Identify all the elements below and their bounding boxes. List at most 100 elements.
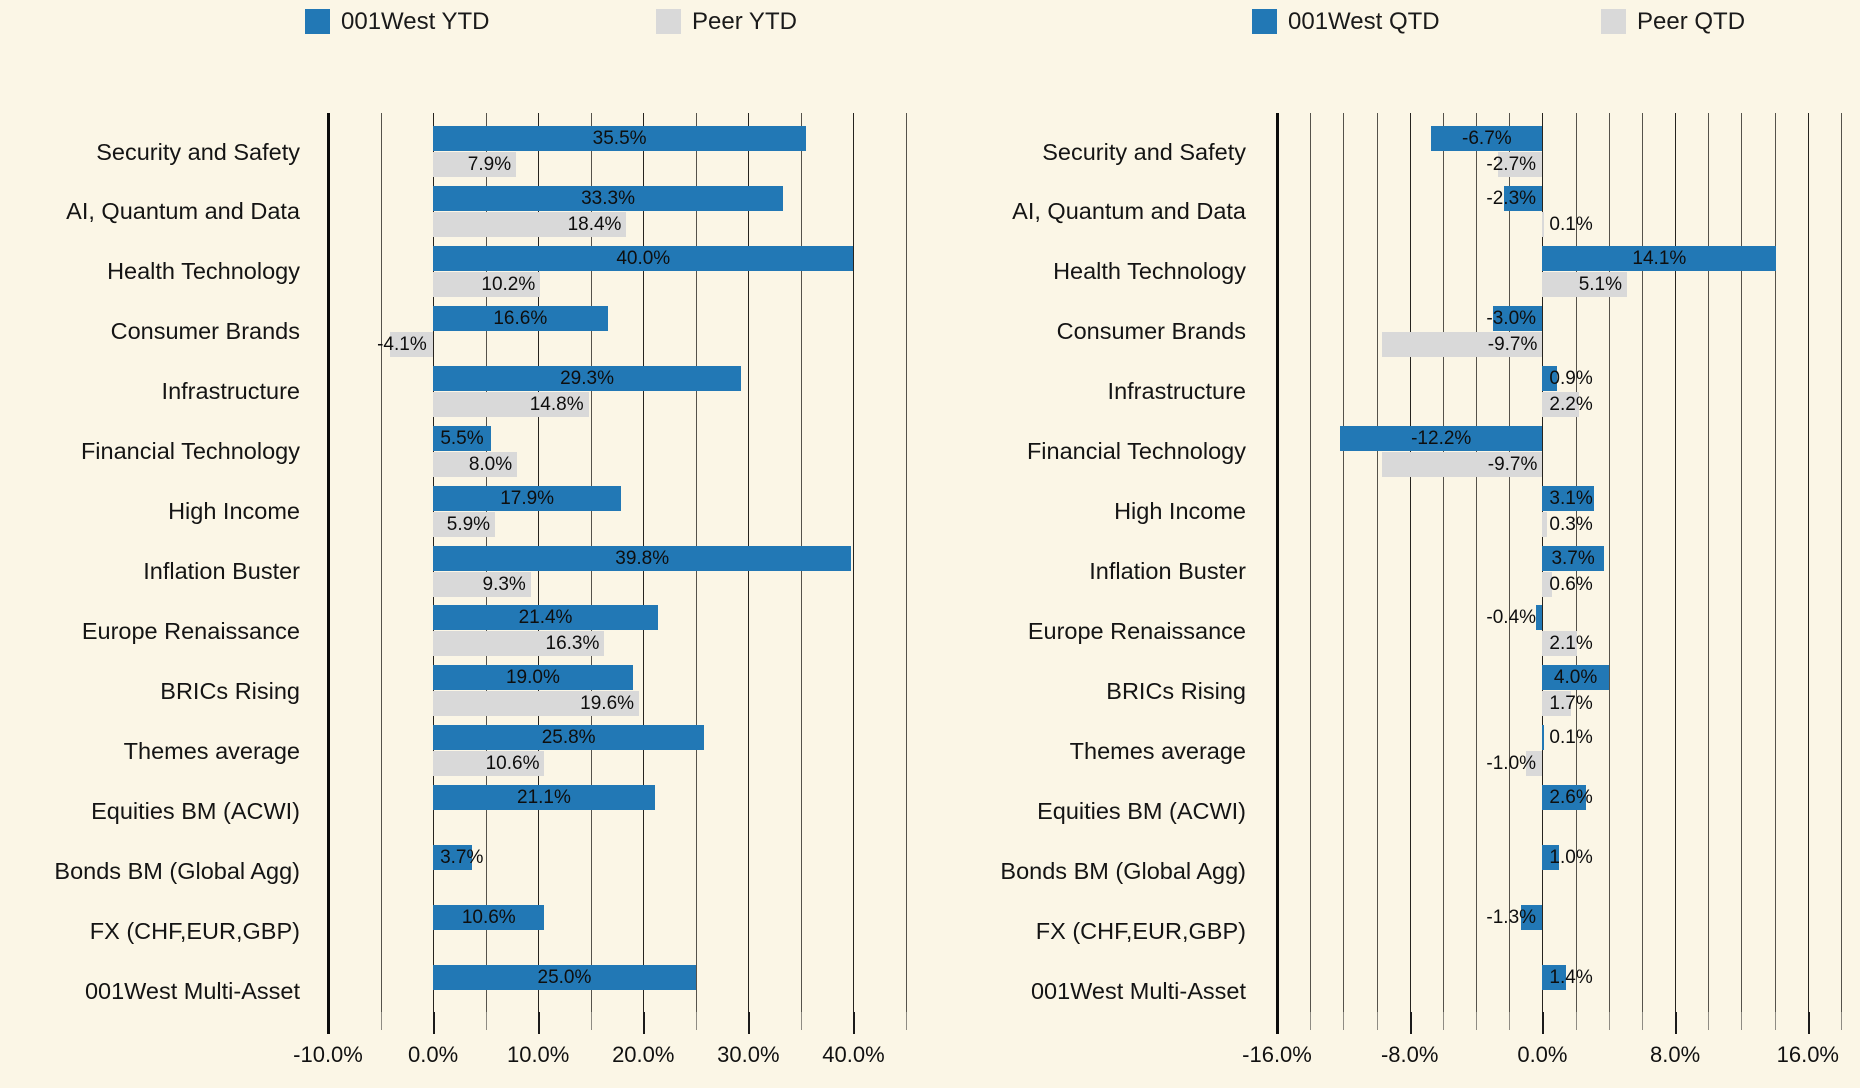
bar-primary	[1542, 665, 1609, 691]
gridline	[1409, 113, 1411, 1012]
gridline	[1376, 113, 1378, 1012]
bar-primary	[433, 185, 784, 211]
axis-tick-minor	[1774, 1012, 1776, 1030]
axis-tick-minor	[485, 1012, 487, 1030]
legend-swatch-001west-qtd	[1252, 9, 1277, 34]
bar-value-label: 40.0%	[616, 247, 671, 269]
bar-value-label: 2.1%	[1549, 633, 1593, 655]
gridline	[1442, 113, 1444, 1012]
legend-label-001west-ytd: 001West YTD	[341, 8, 490, 35]
axis-tick-label: 0.0%	[1517, 1042, 1568, 1067]
bar-peer	[1542, 691, 1571, 717]
bar-primary	[1492, 305, 1543, 331]
axis-tick-minor	[380, 1012, 382, 1030]
bar-primary	[433, 965, 696, 991]
axis-tick-minor	[1708, 1012, 1710, 1030]
bar-peer	[433, 211, 627, 237]
bar-peer	[433, 571, 531, 597]
category-label: 001West Multi-Asset	[1030, 977, 1246, 1004]
legend-label-peer-qtd: Peer QTD	[1637, 8, 1746, 35]
bar-value-label: 39.8%	[615, 547, 670, 569]
axis-tick-major	[1409, 1012, 1412, 1034]
category-label: Europe Renaissance	[81, 617, 300, 644]
bar-primary	[1542, 545, 1604, 571]
bar-value-label: 1.7%	[1549, 693, 1593, 715]
bar-peer	[433, 271, 541, 297]
axis-tick-minor	[1741, 1012, 1743, 1030]
bar-peer	[1497, 152, 1543, 177]
bar-value-label: 14.8%	[529, 393, 584, 415]
bar-value-label: 5.9%	[446, 513, 491, 535]
gridline	[1741, 113, 1743, 1012]
bar-primary	[1542, 845, 1559, 871]
category-label: Equities BM (ACWI)	[1037, 797, 1246, 824]
gridline	[1509, 113, 1511, 1012]
category-label: High Income	[1114, 498, 1246, 525]
bar-peer	[433, 631, 605, 657]
bar-value-label: 14.1%	[1632, 247, 1687, 269]
bar-primary	[433, 425, 491, 451]
axis-tick-label: 20.0%	[612, 1042, 675, 1067]
gridline	[1343, 113, 1345, 1012]
axis-tick-minor	[906, 1012, 907, 1030]
category-label: AI, Quantum and Data	[1012, 198, 1246, 225]
bar-primary	[1535, 605, 1543, 631]
bar-value-label: 21.4%	[518, 607, 573, 629]
bar-value-label: 17.9%	[500, 487, 555, 509]
bar-primary	[433, 485, 622, 511]
category-label: AI, Quantum and Data	[66, 198, 300, 225]
axis-tick-label: 16.0%	[1776, 1042, 1840, 1067]
bar-primary	[433, 545, 852, 571]
gridline	[380, 113, 382, 1012]
bar-peer	[433, 691, 640, 717]
bar-value-label: 35.5%	[592, 128, 647, 149]
gridline	[1310, 113, 1312, 1012]
axis-tick-minor	[1841, 1012, 1842, 1030]
category-label: Financial Technology	[1026, 438, 1246, 465]
bar-value-label: -2.7%	[1486, 154, 1537, 175]
category-label: Security and Safety	[1042, 138, 1246, 165]
bar-value-label: 9.3%	[482, 573, 526, 595]
gridline	[1807, 113, 1809, 1012]
bar-primary	[1542, 785, 1586, 811]
bar-value-label: 7.9%	[467, 154, 512, 175]
axis-tick-minor	[1476, 1012, 1478, 1030]
bar-primary	[433, 305, 608, 331]
category-label: Inflation Buster	[143, 558, 300, 585]
axis-tick-label: 0.0%	[408, 1042, 459, 1067]
legend-label-001west-qtd: 001West QTD	[1288, 8, 1440, 35]
bar-primary	[433, 605, 658, 631]
legend-swatch-001west-ytd	[305, 9, 330, 34]
axis-tick-label: 30.0%	[717, 1042, 780, 1067]
category-label: BRICs Rising	[1106, 677, 1246, 704]
axis-tick-major	[1807, 1012, 1810, 1034]
bar-peer	[1542, 211, 1545, 237]
bar-peer	[1542, 631, 1578, 657]
bar-value-label: 5.1%	[1578, 273, 1622, 295]
bar-peer	[433, 152, 517, 177]
axis-tick-label: 8.0%	[1650, 1042, 1701, 1067]
bar-value-label: -12.2%	[1411, 427, 1472, 449]
axis-tick-minor	[1575, 1012, 1577, 1030]
axis-tick-minor	[1376, 1012, 1378, 1030]
bar-value-label: -4.1%	[377, 333, 427, 355]
bar-value-label: 19.0%	[505, 667, 560, 689]
bar-primary	[1504, 185, 1543, 211]
legend-label-peer-ytd: Peer YTD	[692, 8, 797, 35]
category-label: Europe Renaissance	[1027, 617, 1246, 644]
y-axis-line	[1276, 113, 1279, 1034]
axis-tick-minor	[1310, 1012, 1312, 1030]
category-label: Health Technology	[1053, 258, 1246, 285]
axis-tick-minor	[695, 1012, 697, 1030]
bar-value-label: 2.2%	[1549, 393, 1593, 415]
bar-primary	[1431, 126, 1543, 151]
category-label: BRICs Rising	[160, 677, 300, 704]
bar-primary	[433, 905, 545, 931]
category-label: Consumer Brands	[110, 318, 300, 345]
category-label: Bonds BM (Global Agg)	[1000, 857, 1246, 884]
bar-value-label: -1.0%	[1486, 753, 1537, 775]
bar-primary	[433, 245, 854, 271]
bar-value-label: 3.7%	[440, 847, 484, 869]
axis-tick-minor	[1641, 1012, 1643, 1030]
